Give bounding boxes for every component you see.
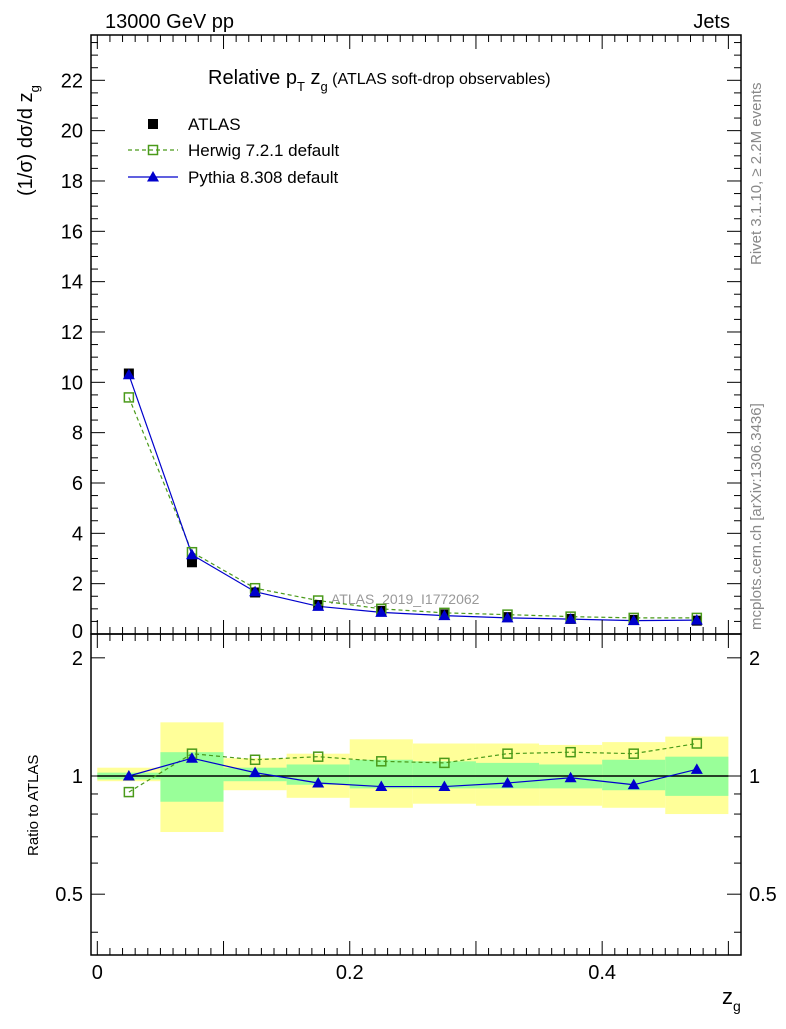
title-tail: (ATLAS soft-drop observables) (328, 71, 551, 88)
y-tick-label-3: 8 (72, 423, 83, 445)
y-axis-label-main: (1/σ) dσ/d z (15, 92, 37, 196)
pythia-ratio-point-9 (690, 763, 703, 774)
x-axis-label-sub: g (733, 998, 741, 1014)
pythia-point-4 (375, 606, 388, 617)
legend-label-2: Pythia 8.308 default (188, 168, 339, 187)
ratio-tick-label-right-2: 2 (749, 648, 760, 670)
legend: ATLAS Herwig 7.2.1 default Pythia 8.308 de… (128, 115, 339, 187)
legend-label-1: Herwig 7.2.1 default (188, 141, 339, 160)
x-tick-label-1: 0.2 (336, 962, 364, 984)
pythia-ratio-point-5 (438, 780, 451, 792)
energy-label: 13000 GeV pp (105, 11, 234, 33)
y-tick-label-10: 22 (61, 70, 83, 92)
legend-marker-atlas (148, 119, 158, 129)
herwig-ratio-point-4 (376, 756, 387, 767)
herwig-ratio-point-6 (502, 748, 513, 759)
pythia-point-5 (438, 609, 451, 621)
pythia-ratio-line (128, 757, 697, 788)
pythia-point-7 (564, 613, 577, 624)
y-tick-label-7: 16 (61, 221, 83, 243)
pythia-ratio-point-0 (122, 770, 135, 781)
y-tick-label-6: 14 (61, 272, 83, 294)
legend-label-0: ATLAS (188, 115, 241, 134)
y-tick-label-0: 2 (72, 574, 83, 596)
herwig-line (128, 397, 697, 619)
pythia-point-1 (185, 548, 198, 560)
herwig-point-0 (123, 392, 135, 403)
herwig-ratio-point-7 (565, 746, 576, 758)
pythia-point-3 (312, 600, 325, 611)
herwig-ratio-point-2 (249, 754, 261, 766)
ratio-tick-label-left-2: 2 (72, 648, 83, 670)
pythia-line (128, 374, 697, 622)
ratio-tick-label-right-1: 1 (749, 766, 760, 788)
title-main: Relative p (208, 67, 297, 89)
atlas-point-1 (186, 557, 197, 568)
x-axis-label: zg (722, 984, 741, 1014)
ratio-frame (90, 633, 742, 956)
ratio-tick-label-right-0: 0.5 (749, 884, 777, 906)
y-tick-label-5: 12 (61, 322, 83, 344)
pythia-ratio-point-8 (627, 778, 640, 790)
herwig-ratio-line (128, 742, 697, 793)
legend-marker-pythia (147, 171, 159, 182)
y-tick-label-8: 18 (61, 171, 83, 193)
y-tick-label-zero: 0 (72, 621, 83, 643)
pythia-ratio-point-2 (249, 766, 262, 778)
data-series (122, 368, 703, 798)
pythia-point-9 (690, 614, 703, 625)
pythia-point-2 (249, 585, 262, 597)
ratio-tick-label-left-1: 1 (72, 766, 83, 788)
pythia-point-8 (627, 614, 640, 626)
pythia-ratio-point-1 (185, 752, 198, 763)
title-sub-g: g (320, 79, 327, 94)
rivet-label: Rivet 3.1.10, ≥ 2.2M events (748, 83, 765, 266)
herwig-ratio-point-0 (123, 786, 135, 798)
ratio-tick-label-left-0: 0.5 (55, 884, 83, 906)
y-axis-label-sub: g (27, 85, 42, 92)
y-axis-label: (1/σ) dσ/d zg (15, 85, 42, 196)
legend-marker-herwig (147, 144, 159, 156)
pythia-point-6 (501, 611, 514, 623)
x-tick-label-0: 0 (92, 962, 103, 984)
title-sub-t: T (297, 79, 305, 94)
chart-title: Relative pT zg (ATLAS soft-drop observab… (208, 67, 551, 94)
x-axis-label-main: z (722, 984, 733, 1009)
y-tick-label-2: 6 (72, 473, 83, 495)
pythia-ratio-point-4 (375, 780, 388, 792)
title-mid: z (305, 67, 321, 89)
herwig-ratio-point-5 (439, 757, 450, 769)
herwig-ratio-point-3 (312, 751, 324, 762)
process-label: Jets (693, 11, 730, 33)
herwig-ratio-point-8 (628, 748, 639, 759)
pythia-point-0 (122, 368, 135, 380)
herwig-ratio-point-9 (691, 738, 703, 749)
analysis-watermark: ATLAS_2019_I1772062 (331, 591, 480, 607)
y-tick-label-1: 4 (72, 523, 83, 545)
pythia-ratio-point-3 (312, 776, 325, 788)
pythia-ratio-point-6 (501, 776, 514, 788)
ratio-bands (97, 722, 729, 833)
mcplots-label: mcplots.cern.ch [arXiv:1306.3436] (748, 403, 765, 630)
inner-band-3 (286, 764, 350, 785)
ratio-axis-label: Ratio to ATLAS (25, 755, 42, 856)
y-tick-label-9: 20 (61, 121, 83, 143)
y-tick-label-4: 10 (61, 372, 83, 394)
x-tick-label-2: 0.4 (588, 962, 616, 984)
pythia-ratio-point-7 (564, 771, 577, 783)
